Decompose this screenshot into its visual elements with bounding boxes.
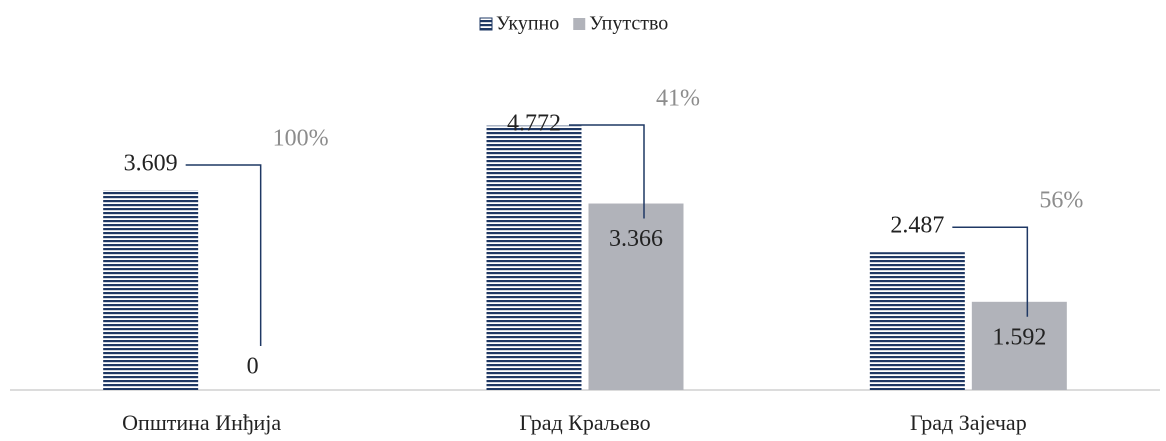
bar — [588, 203, 684, 390]
value-label: 2.487 — [890, 213, 944, 239]
legend-swatch — [479, 17, 493, 31]
bar — [971, 301, 1067, 390]
annotation: 41% — [656, 86, 700, 112]
annotation: 56% — [1039, 188, 1083, 214]
x-tick-label: Град Краљево — [519, 410, 650, 435]
value-label: 1.592 — [992, 324, 1046, 350]
value-label: 0 — [247, 354, 259, 380]
value-label: 3.366 — [609, 226, 663, 252]
connector — [952, 226, 1029, 317]
legend-swatch — [573, 18, 586, 30]
value-label: 4.772 — [507, 111, 561, 137]
bar — [869, 252, 965, 390]
connector — [185, 164, 262, 346]
value-label: 3.609 — [124, 151, 178, 177]
x-tick-label: Општина Инђија — [122, 410, 281, 435]
x-tick-label: Град Зајечар — [910, 410, 1027, 435]
bar — [486, 125, 582, 391]
legend-label: Упутство — [589, 13, 668, 35]
legend-label: Укупно — [496, 13, 559, 35]
connector — [569, 124, 645, 219]
bar — [103, 190, 199, 390]
annotation: 100% — [273, 126, 329, 152]
